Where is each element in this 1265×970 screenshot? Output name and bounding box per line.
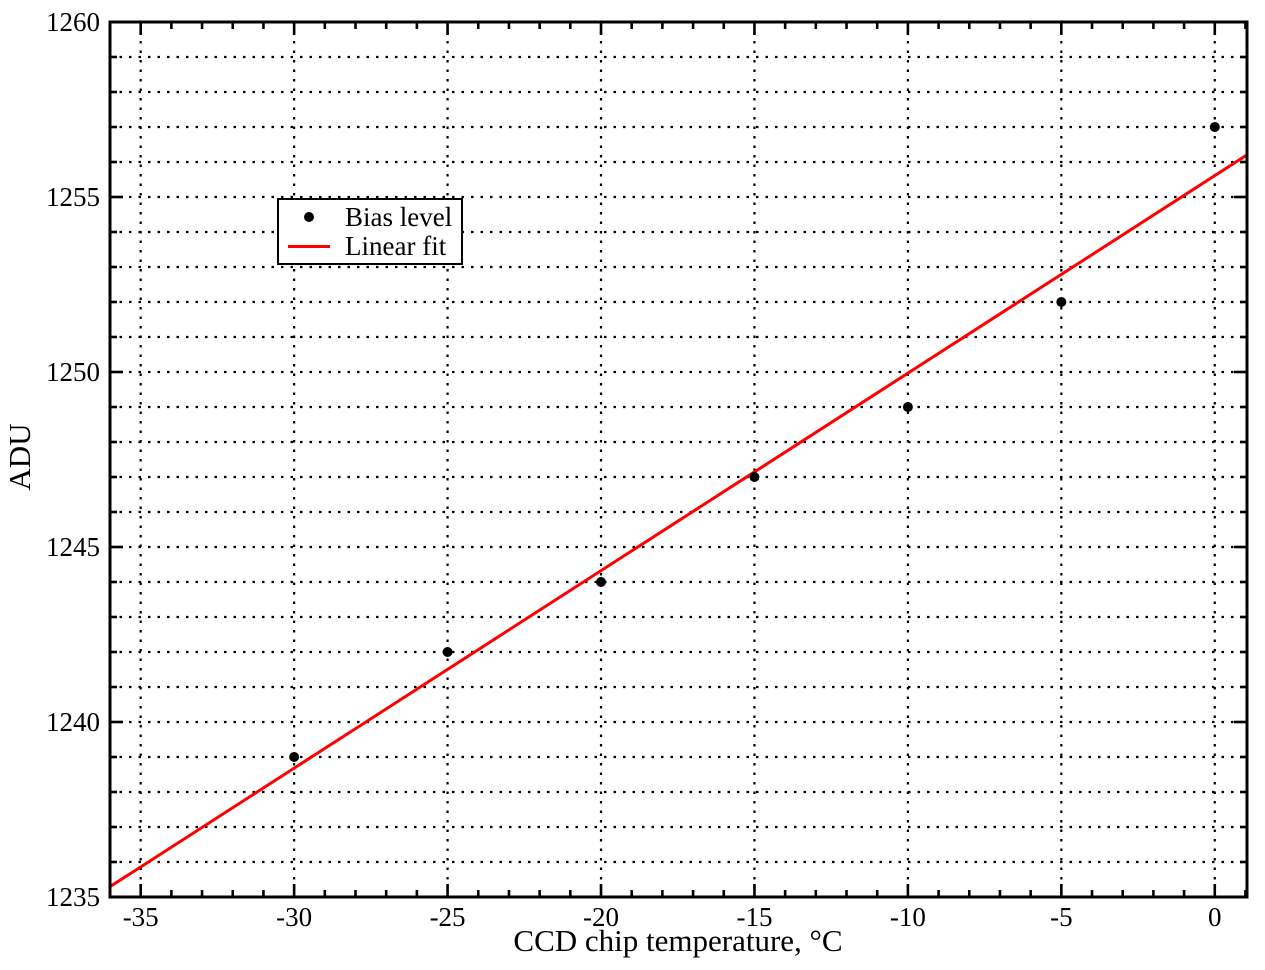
legend-entry-linear-fit: Linear fit — [279, 232, 461, 261]
x-tick-label: -25 — [430, 902, 466, 932]
x-tick-label: -5 — [1050, 902, 1073, 932]
data-point — [749, 472, 760, 482]
legend: Bias level Linear fit — [277, 198, 463, 265]
y-axis-title: ADU — [2, 423, 37, 490]
y-tick-label: 1245 — [46, 532, 100, 562]
x-tick-label: -30 — [276, 902, 312, 932]
data-point — [1056, 297, 1067, 307]
data-point — [289, 752, 300, 762]
x-tick-label: 0 — [1208, 902, 1222, 932]
x-tick-label: -10 — [890, 902, 926, 932]
legend-entry-bias-level: Bias level — [279, 203, 461, 232]
y-tick-label: 1235 — [46, 882, 100, 912]
linear-fit-line-icon — [288, 244, 330, 248]
data-point — [596, 577, 607, 587]
plot-border — [108, 20, 1249, 899]
x-tick-label: -15 — [736, 902, 772, 932]
x-axis-title: CCD chip temperature, °C — [513, 923, 842, 958]
y-tick-label: 1250 — [46, 357, 100, 387]
data-point — [902, 402, 913, 412]
data-point — [442, 647, 453, 657]
y-tick-label: 1240 — [46, 707, 100, 737]
legend-marker-cell — [279, 212, 339, 222]
bias-level-dot-icon — [304, 212, 314, 222]
y-tick-label: 1255 — [46, 182, 100, 212]
legend-label-linear-fit: Linear fit — [345, 230, 447, 261]
x-tick-label: -35 — [123, 902, 159, 932]
legend-marker-cell — [279, 244, 339, 248]
x-tick-label: -20 — [583, 902, 619, 932]
data-point — [1209, 122, 1220, 132]
linear-fit-line — [109, 153, 1248, 888]
legend-label-bias-level: Bias level — [345, 201, 453, 232]
y-tick-label: 1260 — [46, 7, 100, 37]
